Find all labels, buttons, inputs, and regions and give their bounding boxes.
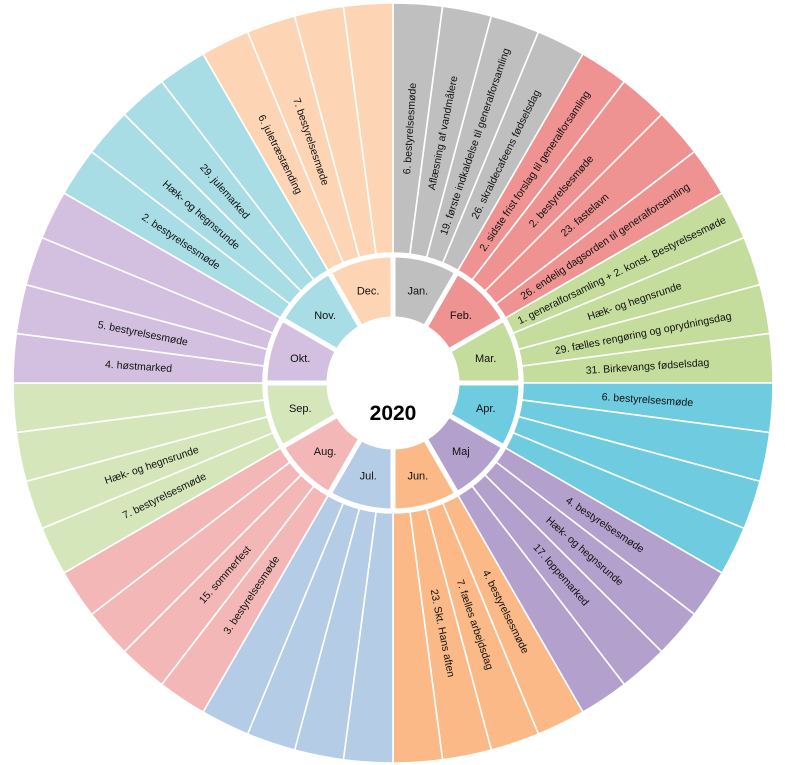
month-label: Maj — [452, 446, 470, 458]
month-label: Dec. — [357, 285, 380, 297]
month-label: Aug. — [314, 446, 337, 458]
month-label: Mar. — [475, 353, 496, 365]
center-disc — [329, 319, 457, 447]
event-ring: 6. bestyrelsesmøde Aflæsning af vandmåler… — [12, 2, 774, 764]
month-ring: Jan. Feb. Mar. Apr. Maj Jun. Jul. Aug. Sep. Okt. N… — [262, 252, 524, 514]
month-label: Nov. — [314, 310, 336, 322]
event-label: 6. bestyrelsesmøde — [401, 82, 419, 174]
month-label: Sep. — [289, 403, 312, 415]
year-label: 2020 — [370, 402, 417, 425]
month-label: Feb. — [450, 310, 472, 322]
event-label: 4. høstmarked — [105, 359, 173, 375]
month-label: Jul. — [360, 471, 377, 483]
event-label: 6. bestyrelsesmøde — [601, 391, 693, 409]
month-label: Jun. — [407, 471, 428, 483]
month-label: Jan. — [407, 285, 428, 297]
month-label: Okt. — [290, 353, 310, 365]
month-label: Apr. — [476, 403, 496, 415]
